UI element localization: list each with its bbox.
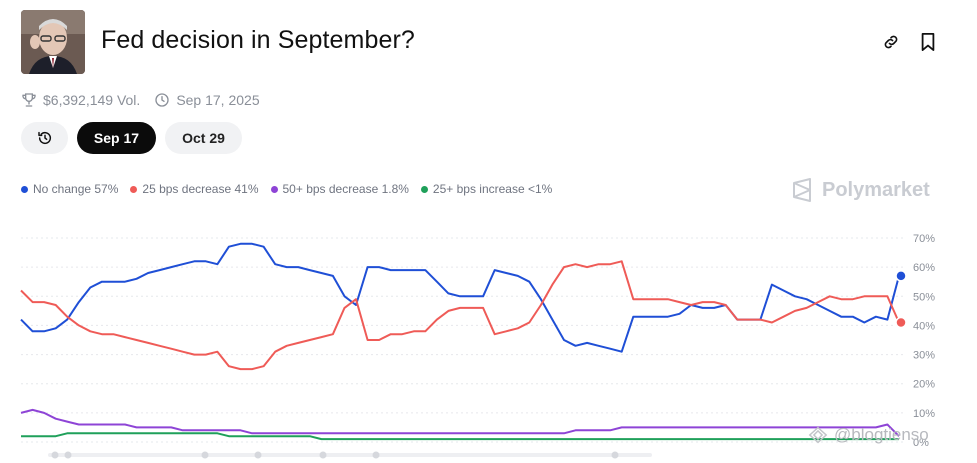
time-axis-dot (611, 451, 619, 459)
legend-label: 25+ bps increase <1% (432, 182, 553, 196)
time-axis-dot (64, 451, 72, 459)
y-tick-label: 20% (913, 379, 935, 391)
link-icon (884, 35, 898, 49)
volume-info: $6,392,149 Vol. (21, 92, 140, 108)
end-marker (895, 270, 907, 282)
legend-dot (270, 185, 278, 193)
legend-item-25-decrease: 25 bps decrease 41% (130, 182, 259, 196)
y-tick-label: 50% (913, 291, 935, 303)
end-date-text: Sep 17, 2025 (176, 92, 260, 108)
time-axis-dot (254, 451, 262, 459)
series-line-no-change (20, 242, 900, 353)
series-line-50-bps-decrease (20, 408, 900, 437)
end-marker (895, 316, 907, 329)
y-tick-label: 60% (913, 262, 935, 274)
copy-link-button[interactable] (879, 30, 903, 54)
legend-item-25-increase: 25+ bps increase <1% (420, 182, 553, 196)
legend-label: 50+ bps decrease 1.8% (282, 182, 409, 196)
y-tick-label: 30% (913, 350, 935, 362)
y-tick-label: 70% (913, 233, 935, 245)
polymarket-logo: Polymarket (790, 178, 930, 202)
legend-dot (130, 185, 138, 193)
market-header: Fed decision in September? (21, 10, 956, 74)
date-tabs: Sep 17 Oct 29 (21, 122, 242, 154)
history-icon (37, 131, 51, 145)
chart-legend: No change 57% 25 bps decrease 41% 50+ bp… (21, 182, 564, 196)
trophy-icon (22, 93, 36, 107)
bookmark-icon (921, 33, 935, 51)
tab-oct-29[interactable]: Oct 29 (165, 122, 242, 154)
polymarket-logo-icon (793, 178, 811, 202)
history-tab[interactable] (21, 122, 68, 154)
series-line-25-bps-increase (21, 432, 899, 441)
y-tick-label: 10% (913, 408, 935, 420)
end-date-info: Sep 17, 2025 (154, 92, 260, 108)
time-axis-dot (51, 451, 59, 459)
legend-label: 25 bps decrease 41% (142, 182, 259, 196)
market-meta: $6,392,149 Vol. Sep 17, 2025 (21, 90, 274, 110)
watermark-logo-icon (808, 426, 828, 444)
portrait-photo-icon (21, 10, 85, 74)
y-tick-label: 0% (913, 437, 929, 449)
watermark: @blogtienso (808, 425, 929, 445)
legend-item-50-decrease: 50+ bps decrease 1.8% (270, 182, 409, 196)
watermark-text: @blogtienso (834, 425, 929, 444)
time-axis-dot (319, 451, 327, 459)
series-line-25-bps-decrease (20, 260, 900, 371)
page-title: Fed decision in September? (101, 26, 415, 54)
legend-dot (420, 185, 428, 193)
y-tick-label: 40% (913, 320, 935, 332)
legend-item-no-change: No change 57% (21, 182, 118, 196)
volume-text: $6,392,149 Vol. (43, 92, 141, 108)
legend-dot (21, 185, 28, 193)
legend-label: No change 57% (33, 182, 119, 196)
time-axis-dot (201, 451, 209, 459)
brand-text: Polymarket (822, 178, 930, 201)
probability-chart[interactable]: 70% 60% 50% 40% 30% 20% 10% 0% (0, 222, 977, 463)
tab-sep-17[interactable]: Sep 17 (77, 122, 156, 154)
avatar (21, 10, 85, 74)
clock-icon (155, 93, 169, 107)
time-axis-dot (372, 451, 380, 459)
bookmark-button[interactable] (916, 30, 940, 54)
